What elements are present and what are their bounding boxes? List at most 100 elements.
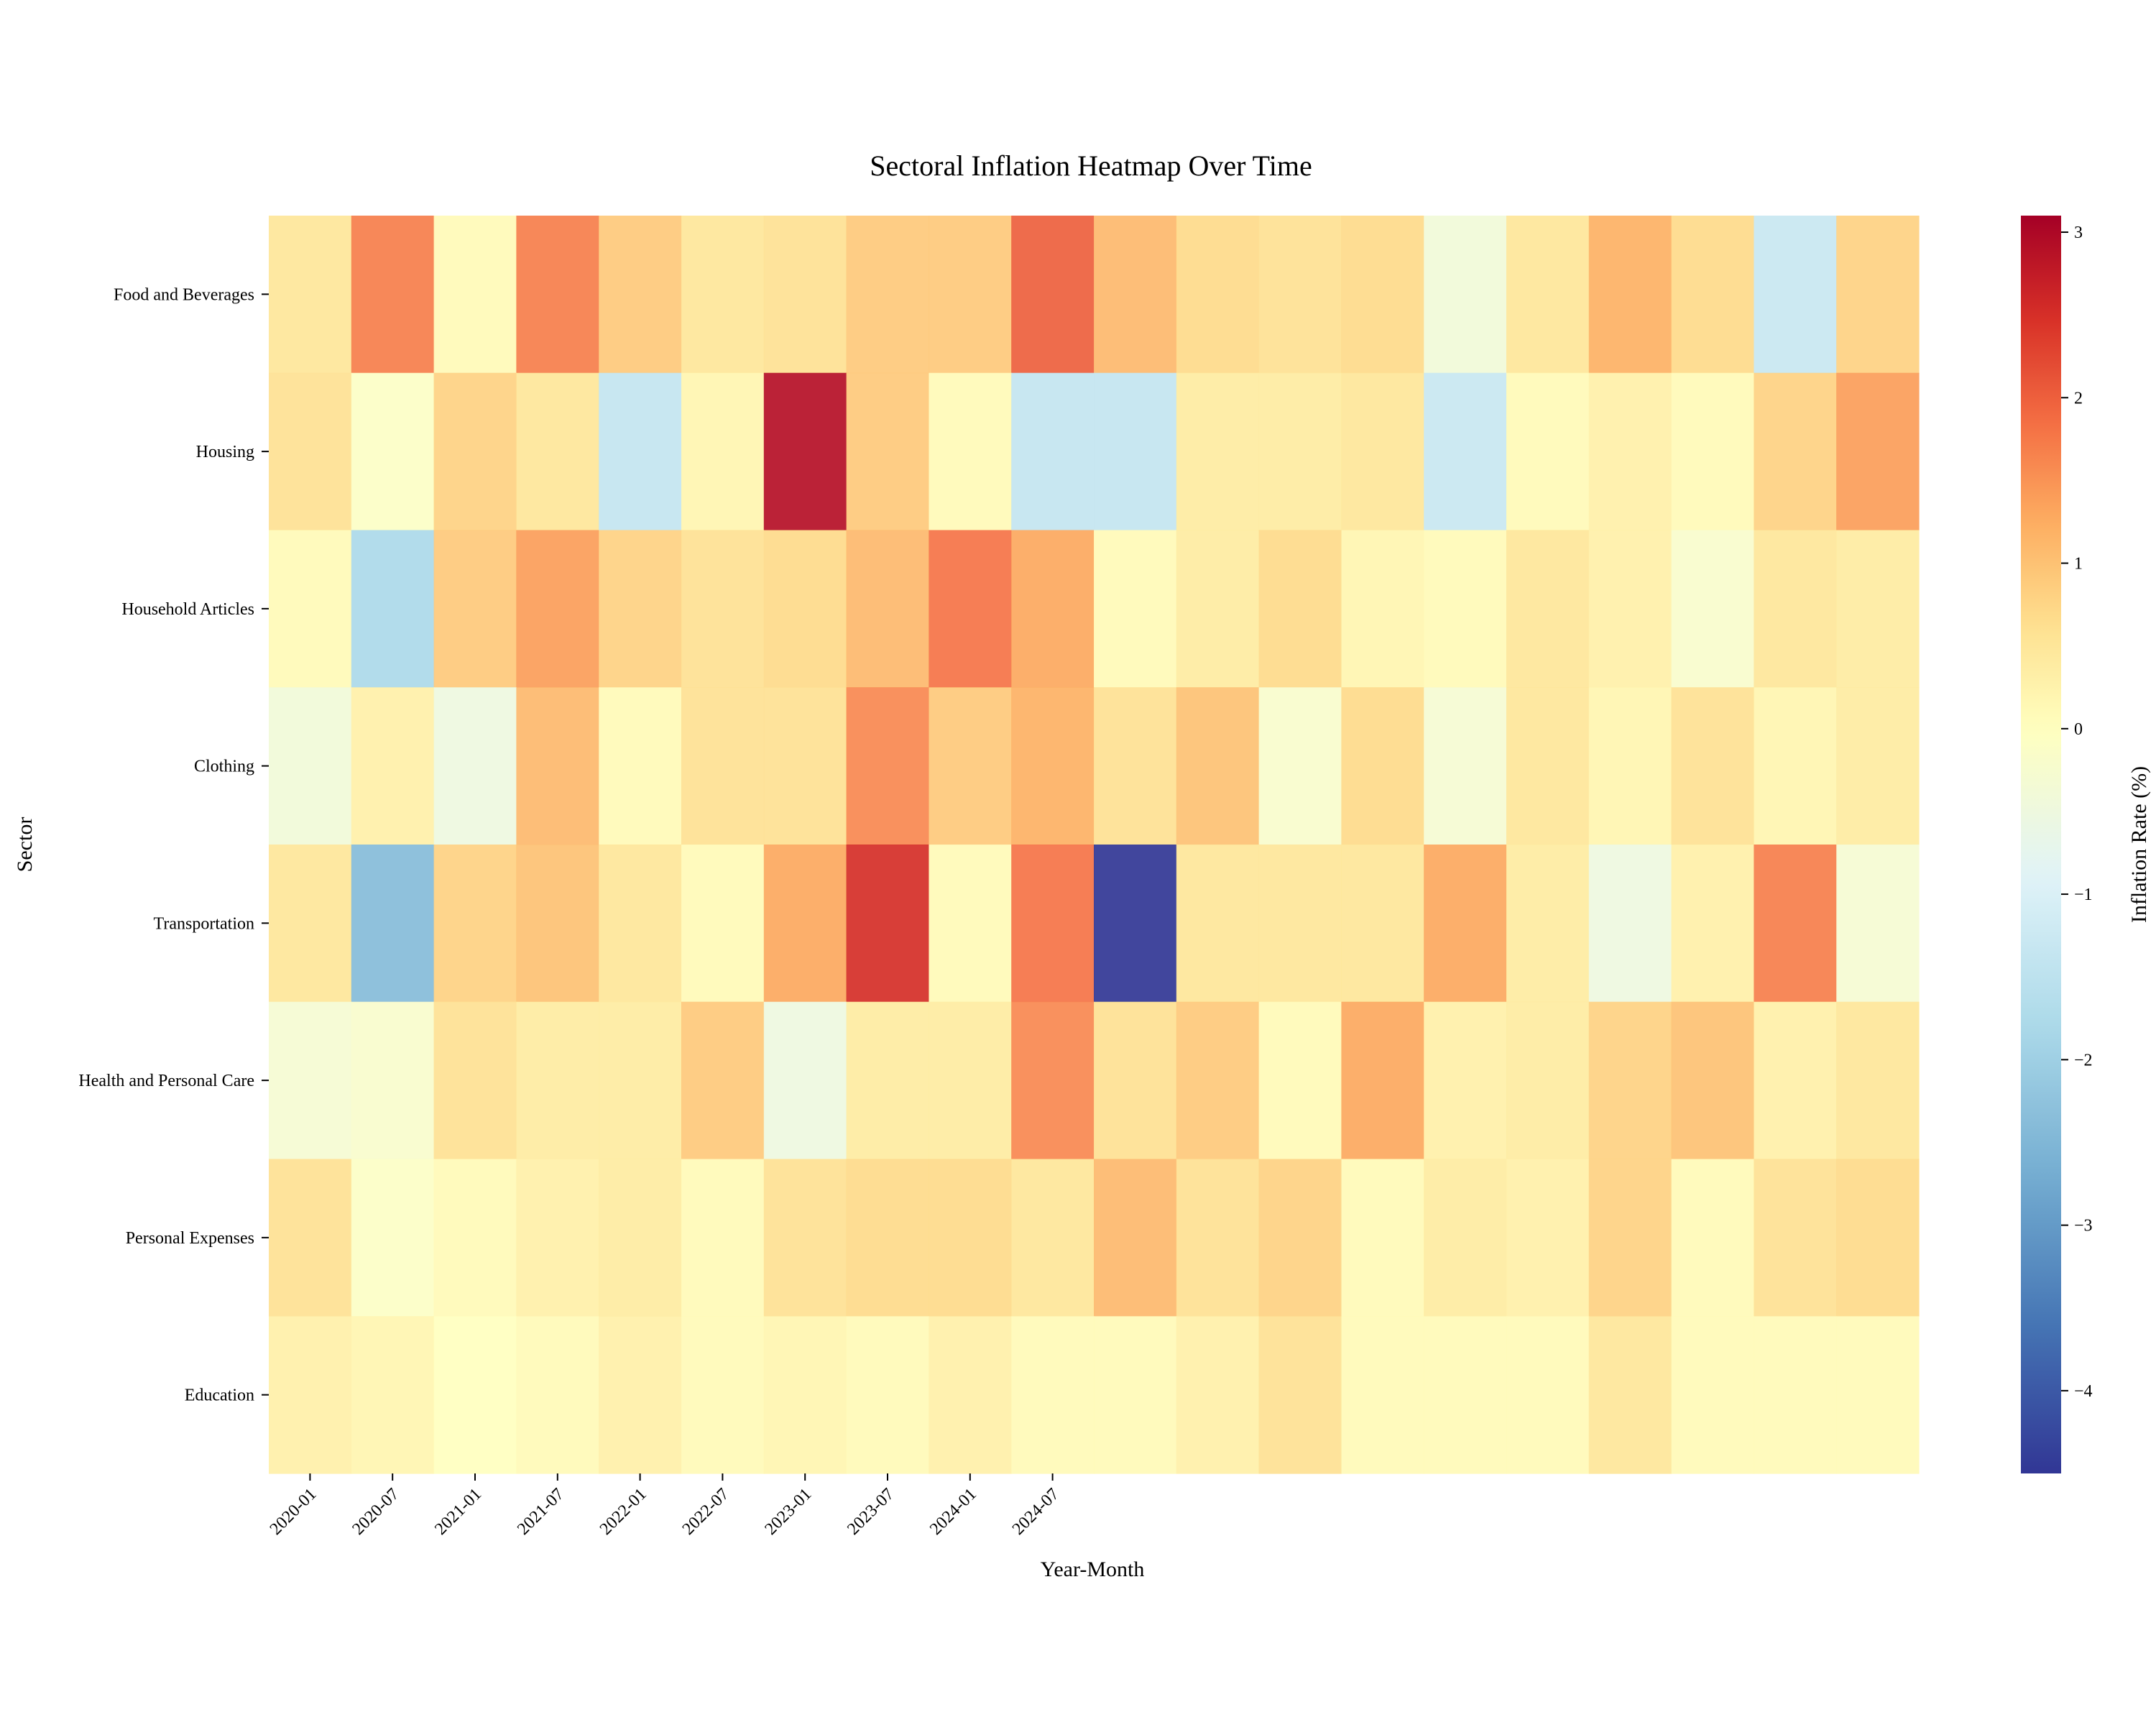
heatmap-cell — [516, 372, 599, 531]
heatmap-cell — [763, 687, 847, 845]
heatmap-cell — [846, 530, 929, 688]
heatmap-cell — [1588, 1001, 1672, 1160]
heatmap-cell — [1424, 687, 1507, 845]
colorbar-tick-label: −4 — [2074, 1382, 2093, 1401]
heatmap-cell — [1671, 687, 1754, 845]
heatmap-cell — [269, 1316, 352, 1474]
heatmap-cell — [351, 687, 435, 845]
heatmap-cell — [1754, 1159, 1837, 1317]
heatmap-cell — [1341, 1001, 1424, 1160]
heatmap-cell — [929, 372, 1012, 531]
heatmap-cell — [1424, 372, 1507, 531]
heatmap-cell — [1341, 216, 1424, 374]
heatmap-cell — [1011, 845, 1095, 1003]
heatmap-cell — [1836, 216, 1920, 374]
x-tick-label: 2021-07 — [514, 1485, 568, 1539]
heatmap-cell — [269, 687, 352, 845]
heatmap-cell — [1258, 372, 1342, 531]
heatmap-cell — [763, 1316, 847, 1474]
heatmap-cell — [1424, 1159, 1507, 1317]
heatmap-cell — [1258, 687, 1342, 845]
heatmap-cell — [681, 372, 765, 531]
heatmap-cell — [269, 1001, 352, 1160]
heatmap-cell — [681, 530, 765, 688]
heatmap-cell — [1754, 687, 1837, 845]
heatmap-cell — [763, 216, 847, 374]
heatmap-cell — [1341, 372, 1424, 531]
heatmap-cell — [1836, 1316, 1920, 1474]
heatmap-cell — [269, 372, 352, 531]
heatmap-cell — [1094, 530, 1177, 688]
heatmap-cell — [846, 372, 929, 531]
heatmap-cell — [1176, 372, 1260, 531]
heatmap-cell — [1671, 1316, 1754, 1474]
heatmap-cells — [269, 216, 1920, 1474]
heatmap-cell — [1671, 845, 1754, 1003]
heatmap-cell — [1506, 1001, 1590, 1160]
heatmap-cell — [1011, 216, 1095, 374]
heatmap-cell — [599, 1159, 682, 1317]
heatmap-cell — [269, 1159, 352, 1317]
heatmap-cell — [1754, 1001, 1837, 1160]
heatmap-cell — [1258, 1316, 1342, 1474]
heatmap-cell — [1588, 530, 1672, 688]
heatmap-cell — [516, 216, 599, 374]
y-tick-label: Transportation — [154, 914, 254, 933]
y-tick-label: Food and Beverages — [114, 285, 254, 304]
heatmap-cell — [351, 216, 435, 374]
heatmap-cell — [351, 1001, 435, 1160]
heatmap-cell — [1754, 530, 1837, 688]
x-tick-label: 2021-01 — [431, 1485, 485, 1539]
heatmap-cell — [1836, 530, 1920, 688]
heatmap-cell — [516, 530, 599, 688]
heatmap-cell — [681, 1316, 765, 1474]
heatmap-cell — [433, 372, 517, 531]
heatmap-cell — [681, 1159, 765, 1317]
x-tick-label: 2022-07 — [679, 1485, 733, 1539]
heatmap-cell — [929, 687, 1012, 845]
y-tick-label: Health and Personal Care — [78, 1072, 254, 1090]
heatmap-cell — [1094, 372, 1177, 531]
y-tick-label: Personal Expenses — [126, 1229, 254, 1248]
heatmap-cell — [1754, 216, 1837, 374]
heatmap-cell — [599, 530, 682, 688]
heatmap-cell — [763, 845, 847, 1003]
heatmap-cell — [351, 1316, 435, 1474]
heatmap-cell — [1836, 1001, 1920, 1160]
heatmap-cell — [351, 372, 435, 531]
heatmap-cell — [1424, 530, 1507, 688]
heatmap-cell — [1094, 1316, 1177, 1474]
colorbar-tick-label: 0 — [2074, 720, 2083, 739]
heatmap-cell — [599, 372, 682, 531]
heatmap-cell — [1011, 372, 1095, 531]
heatmap-cell — [433, 1001, 517, 1160]
heatmap-cell — [351, 845, 435, 1003]
heatmap-cell — [1588, 216, 1672, 374]
heatmap-cell — [1176, 687, 1260, 845]
heatmap-cell — [1258, 845, 1342, 1003]
heatmap-cell — [681, 216, 765, 374]
y-tick-label: Household Articles — [121, 600, 254, 619]
y-tick-label: Housing — [196, 443, 254, 461]
heatmap-cell — [1176, 216, 1260, 374]
heatmap-cell — [1011, 687, 1095, 845]
y-tick-label: Education — [185, 1386, 254, 1405]
heatmap-cell — [763, 530, 847, 688]
colorbar-tick-label: −1 — [2074, 886, 2093, 904]
heatmap-cell — [599, 687, 682, 845]
heatmap-cell — [1671, 530, 1754, 688]
heatmap-cell — [1424, 216, 1507, 374]
y-tick-label: Clothing — [194, 758, 254, 776]
heatmap-cell — [433, 1159, 517, 1317]
heatmap-cell — [846, 1316, 929, 1474]
heatmap-cell — [846, 845, 929, 1003]
chart-title: Sectoral Inflation Heatmap Over Time — [870, 150, 1312, 182]
heatmap-cell — [1341, 687, 1424, 845]
heatmap-cell — [1341, 1159, 1424, 1317]
heatmap-cell — [1836, 372, 1920, 531]
colorbar-label: Inflation Rate (%) — [2127, 766, 2151, 923]
heatmap-cell — [1671, 1001, 1754, 1160]
heatmap-cell — [929, 530, 1012, 688]
heatmap-cell — [929, 1159, 1012, 1317]
